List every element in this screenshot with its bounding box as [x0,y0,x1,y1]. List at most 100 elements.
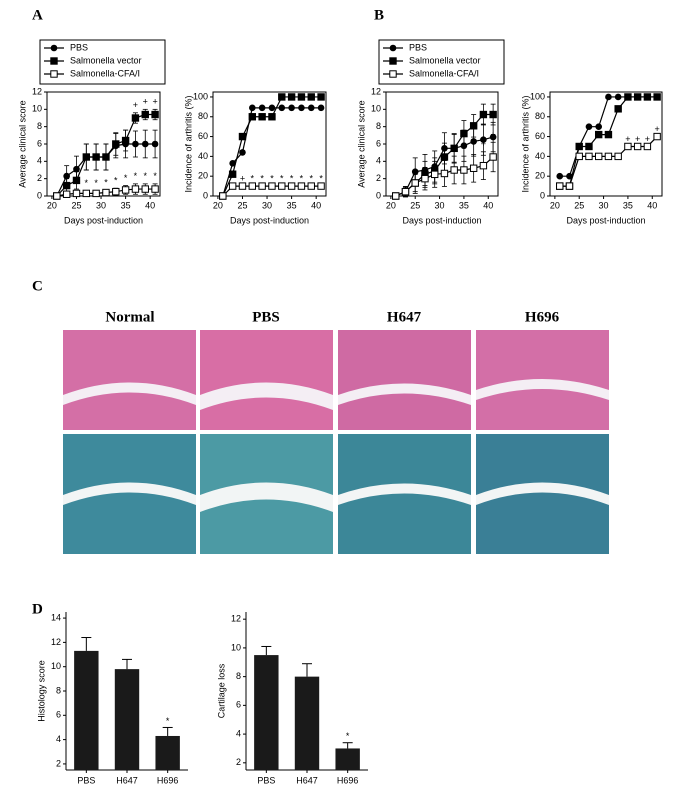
significance-mark: * [124,173,128,183]
y-tick-label: 100 [530,91,545,101]
y-tick-label: 20 [535,171,545,181]
y-tick-label: 4 [37,156,42,166]
point [411,168,419,176]
y-tick-label: 12 [231,614,241,624]
y-axis-label: Cartilage loss [216,663,226,718]
point [479,110,488,119]
point [460,166,468,174]
point [565,182,574,190]
legend-label: Salmonella-CFA/I [409,68,479,78]
significance-mark: * [346,731,350,741]
y-tick-label: 0 [203,190,208,200]
point [239,149,246,156]
y-tick-label: 8 [236,671,241,681]
y-tick-label: 0 [540,190,545,200]
y-tick-label: 80 [535,111,545,121]
point [633,142,642,151]
bar [74,650,99,770]
y-axis-label: Histology score [36,660,46,722]
y-axis-label: Average clinical score [17,100,27,187]
point [480,136,487,143]
point [278,104,286,112]
y-axis-label: Incidence of arthritis (%) [183,95,193,192]
point [258,113,266,121]
y-tick-label: 10 [51,661,61,671]
x-tick-label: PBS [257,775,275,785]
significance-mark: * [270,173,274,183]
bar [335,748,360,770]
panel-label: D [32,601,43,617]
point [470,138,477,145]
point [594,130,603,139]
point [430,170,439,179]
y-tick-label: 8 [376,121,381,131]
x-tick-label: 35 [121,200,131,210]
point [112,140,120,148]
point [278,93,286,101]
point [287,93,296,101]
significance-mark: * [94,178,98,188]
y-tick-label: 12 [371,86,381,96]
he-image [338,330,471,430]
point [219,192,227,200]
panel-label: A [32,7,43,23]
y-tick-label: 80 [198,111,208,121]
point [450,144,458,153]
point [594,152,603,161]
significance-mark: + [481,139,486,149]
legend-label: Salmonella vector [409,55,481,65]
x-axis-label: Days post-induction [566,215,645,225]
point [489,153,497,161]
legend-marker [389,57,397,65]
y-tick-label: 8 [56,685,61,695]
point [249,104,256,112]
legend-label: PBS [70,42,88,52]
x-tick-label: H647 [116,775,138,785]
x-tick-label: 25 [71,200,81,210]
bar [114,669,140,770]
significance-mark: + [654,124,659,134]
point [297,182,306,190]
y-tick-label: 14 [51,612,61,622]
he-image [63,330,196,430]
point [258,182,266,190]
y-tick-label: 40 [535,151,545,161]
x-tick-label: PBS [77,775,95,785]
point [585,123,593,130]
x-tick-label: H696 [157,775,179,785]
y-tick-label: 60 [198,131,208,141]
significance-mark: + [490,130,495,140]
y-tick-label: 10 [231,642,241,652]
point [278,182,286,190]
point [604,152,613,161]
joint-space [63,482,609,512]
x-tick-label: H647 [296,775,318,785]
significance-mark: + [625,134,630,144]
x-axis-label: Days post-induction [230,215,309,225]
y-tick-label: 6 [56,710,61,720]
point [73,165,80,173]
x-tick-label: 25 [237,200,247,210]
point [151,110,159,119]
point [141,110,149,119]
point [132,140,139,148]
point [604,130,613,139]
y-tick-label: 40 [198,151,208,161]
y-tick-label: 0 [376,190,381,200]
point [469,164,478,172]
significance-mark: * [310,173,314,183]
significance-mark: + [143,97,148,107]
x-tick-label: 30 [262,200,272,210]
point [62,181,71,190]
x-tick-label: 20 [550,200,560,210]
point [307,182,315,190]
point [53,192,61,200]
y-tick-label: 12 [51,637,61,647]
significance-mark: * [104,177,108,187]
x-tick-label: 40 [145,200,155,210]
x-tick-label: 20 [47,200,57,210]
significance-mark: * [300,173,304,183]
point [317,93,325,101]
point [401,187,410,196]
point [489,133,497,141]
